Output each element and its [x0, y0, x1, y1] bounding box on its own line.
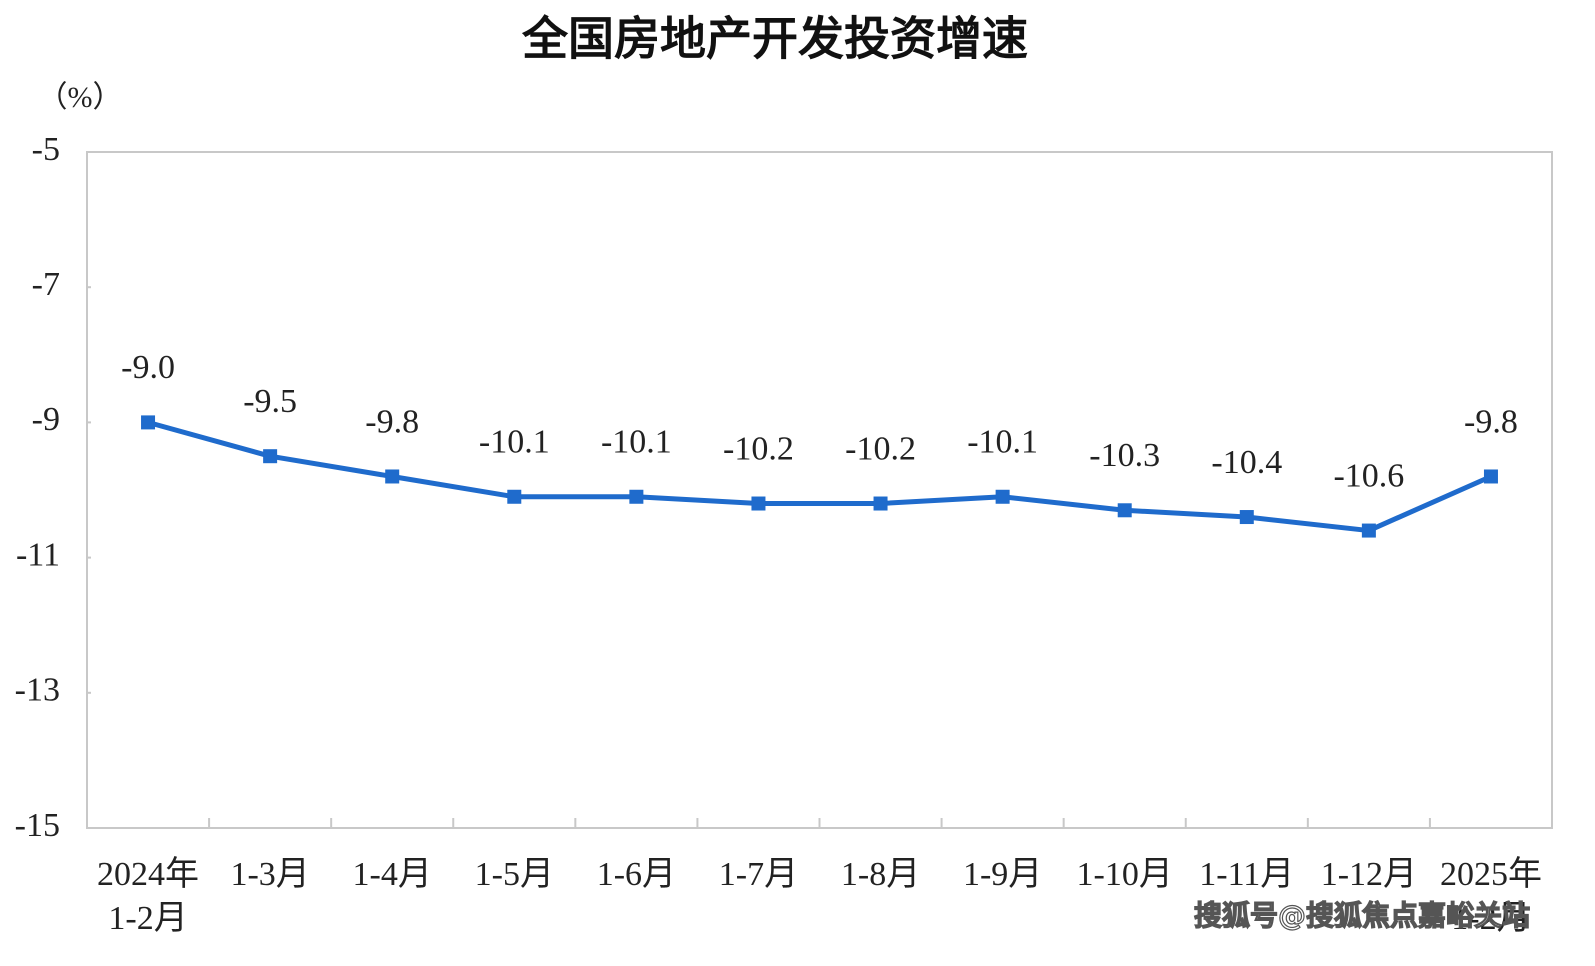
data-label: -10.1 — [967, 424, 1038, 461]
y-unit-label: （%） — [38, 81, 123, 114]
data-point — [751, 496, 766, 511]
y-tick-label: -11 — [16, 536, 60, 573]
y-tick-label: -13 — [15, 672, 60, 709]
data-point — [507, 489, 522, 504]
x-tick-label: 1-3月 — [230, 856, 309, 893]
x-tick-label: 1-6月 — [597, 856, 676, 893]
x-tick-label: 1-12月 — [1321, 856, 1417, 893]
watermark: 搜狐号@搜狐焦点嘉峪关站 — [1194, 899, 1530, 932]
x-tick-label: 1-10月 — [1077, 856, 1173, 893]
x-tick-label: 2024年 — [97, 855, 199, 893]
x-tick-label: 2025年 — [1440, 855, 1542, 893]
data-label: -10.2 — [845, 430, 916, 467]
data-label: -10.2 — [723, 430, 794, 467]
x-tick-label: 1-5月 — [475, 856, 554, 893]
data-label: -10.3 — [1089, 437, 1160, 474]
data-label: -10.1 — [601, 424, 672, 461]
data-point — [385, 469, 400, 484]
y-tick-label: -15 — [15, 807, 60, 844]
plot-frame — [86, 151, 1553, 829]
x-tick-label: 1-9月 — [963, 856, 1042, 893]
x-tick-label: 1-8月 — [841, 856, 920, 893]
x-tick-label: 1-11月 — [1199, 856, 1294, 893]
data-point — [1239, 510, 1254, 525]
data-point — [1483, 469, 1498, 484]
y-tick-label: -7 — [32, 266, 60, 303]
data-label: -9.5 — [243, 383, 297, 420]
data-point — [873, 496, 888, 511]
data-point — [1361, 523, 1376, 538]
x-tick-label: 1-7月 — [719, 856, 798, 893]
data-label: -9.0 — [121, 349, 175, 386]
x-tick-label: 1-4月 — [353, 856, 432, 893]
data-line — [147, 419, 1492, 534]
data-label: -10.4 — [1211, 444, 1282, 481]
x-tick-label: 1-2月 — [108, 900, 187, 937]
chart-title: 全国房地产开发投资增速 — [521, 12, 1028, 66]
y-tick-label: -5 — [32, 131, 60, 168]
data-point — [141, 415, 156, 430]
data-point — [629, 489, 644, 504]
y-tick-label: -9 — [32, 401, 60, 438]
x-tick-label: 1-2月 — [1451, 900, 1530, 937]
data-label: -9.8 — [1464, 403, 1518, 440]
data-label: -10.6 — [1333, 457, 1404, 494]
data-point — [995, 489, 1010, 504]
data-label: -10.1 — [479, 424, 550, 461]
data-point — [263, 449, 278, 464]
data-label: -9.8 — [365, 403, 419, 440]
data-point — [1117, 503, 1132, 518]
